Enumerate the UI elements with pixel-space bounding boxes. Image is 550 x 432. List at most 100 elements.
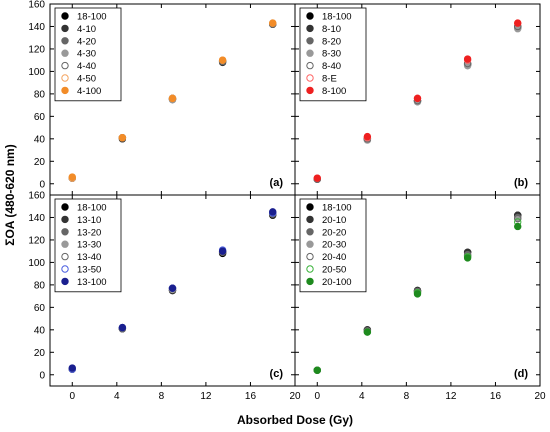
legend-marker (61, 240, 69, 248)
legend-entry: 8-30 (322, 49, 341, 60)
y-tick-label: 80 (34, 280, 46, 291)
legend-marker (306, 37, 314, 45)
data-point (413, 94, 422, 103)
y-tick-label: 20 (34, 157, 46, 168)
data-point (218, 247, 227, 255)
legend-entry: 18-100 (322, 12, 352, 23)
legend-marker (306, 277, 314, 286)
y-tick-label: 120 (28, 235, 45, 246)
data-point (168, 284, 177, 292)
panel-label: (a) (270, 177, 284, 189)
legend-entry: 8-20 (322, 36, 341, 47)
data-point (313, 366, 321, 374)
legend-entry: 8-10 (322, 24, 341, 35)
legend-marker (61, 86, 69, 95)
legend-entry: 20-40 (322, 252, 346, 263)
legend-marker (61, 37, 69, 45)
data-point (118, 323, 127, 332)
x-tick-label: 8 (159, 391, 165, 402)
data-point (118, 134, 127, 142)
data-point (218, 56, 227, 64)
legend-entry: 13-10 (77, 215, 101, 226)
legend-marker (306, 74, 314, 82)
legend-entry: 8-100 (322, 86, 346, 97)
x-tick-label: 8 (404, 391, 410, 402)
legend-entry: 4-100 (77, 86, 101, 97)
legend-entry: 20-100 (322, 277, 352, 288)
legend-marker (61, 215, 69, 224)
legend-entry: 13-40 (77, 252, 101, 263)
x-tick-label: 0 (69, 391, 75, 402)
legend-marker (61, 252, 69, 261)
legend-entry: 4-20 (77, 36, 96, 47)
y-tick-label: 120 (28, 44, 45, 55)
legend-marker (61, 265, 69, 273)
legend-marker (61, 49, 69, 57)
legend-entry: 4-10 (77, 24, 96, 35)
legend-entry: 13-30 (77, 240, 101, 251)
legend-marker (306, 61, 314, 70)
panel-label: (c) (270, 368, 284, 380)
legend-marker (306, 252, 314, 261)
data-point (269, 19, 277, 27)
data-point (168, 94, 177, 103)
data-point (313, 174, 321, 182)
x-tick-label: 16 (490, 391, 502, 402)
data-point (68, 364, 76, 372)
x-tick-label: 12 (445, 391, 457, 402)
x-tick-label: 12 (200, 391, 212, 402)
y-tick-label: 40 (34, 325, 46, 336)
y-tick-label: 40 (34, 134, 46, 145)
data-point (413, 290, 422, 298)
y-tick-label: 20 (34, 348, 46, 359)
legend-marker (306, 203, 314, 211)
legend-entry: 20-20 (322, 227, 346, 238)
legend-entry: 18-100 (77, 203, 107, 214)
data-point (269, 208, 277, 216)
legend-marker (61, 74, 69, 82)
legend-marker (61, 61, 69, 70)
x-tick-label: 4 (359, 391, 365, 402)
legend-marker (306, 265, 314, 273)
legend-entry: 13-20 (77, 227, 101, 238)
legend-entry: 8-40 (322, 61, 341, 72)
x-tick-label: 4 (114, 391, 120, 402)
y-tick-label: 160 (28, 191, 45, 202)
legend-marker (61, 24, 69, 33)
x-tick-label: 0 (314, 391, 320, 402)
x-axis-title: Absorbed Dose (Gy) (237, 413, 353, 427)
legend-marker (61, 277, 69, 286)
data-point (363, 328, 372, 336)
legend-entry: 4-50 (77, 74, 96, 85)
legend-entry: 4-30 (77, 49, 96, 60)
y-tick-label: 0 (39, 370, 45, 381)
legend-marker (306, 24, 314, 33)
data-point (463, 55, 472, 63)
legend-entry: 20-50 (322, 265, 346, 276)
y-tick-label: 60 (34, 112, 46, 123)
legend-entry: 13-50 (77, 265, 101, 276)
legend-entry: 13-100 (77, 277, 107, 288)
x-tick-label: 16 (245, 391, 257, 402)
legend-entry: 20-10 (322, 215, 346, 226)
legend-entry: 4-40 (77, 61, 96, 72)
legend-marker (306, 228, 314, 236)
data-point (363, 132, 372, 141)
legend-entry: 8-E (322, 74, 337, 85)
panel-label: (b) (514, 177, 528, 189)
y-tick-label: 0 (39, 179, 45, 190)
y-axis-title: ΣOA (480-620 nm) (3, 144, 17, 245)
y-tick-label: 100 (28, 67, 45, 78)
legend-marker (61, 12, 69, 20)
data-point (463, 254, 472, 262)
legend-marker (61, 203, 69, 211)
data-point (68, 173, 76, 181)
data-point (514, 214, 522, 223)
legend-marker (306, 49, 314, 57)
y-tick-label: 140 (28, 213, 45, 224)
legend-marker (306, 240, 314, 248)
